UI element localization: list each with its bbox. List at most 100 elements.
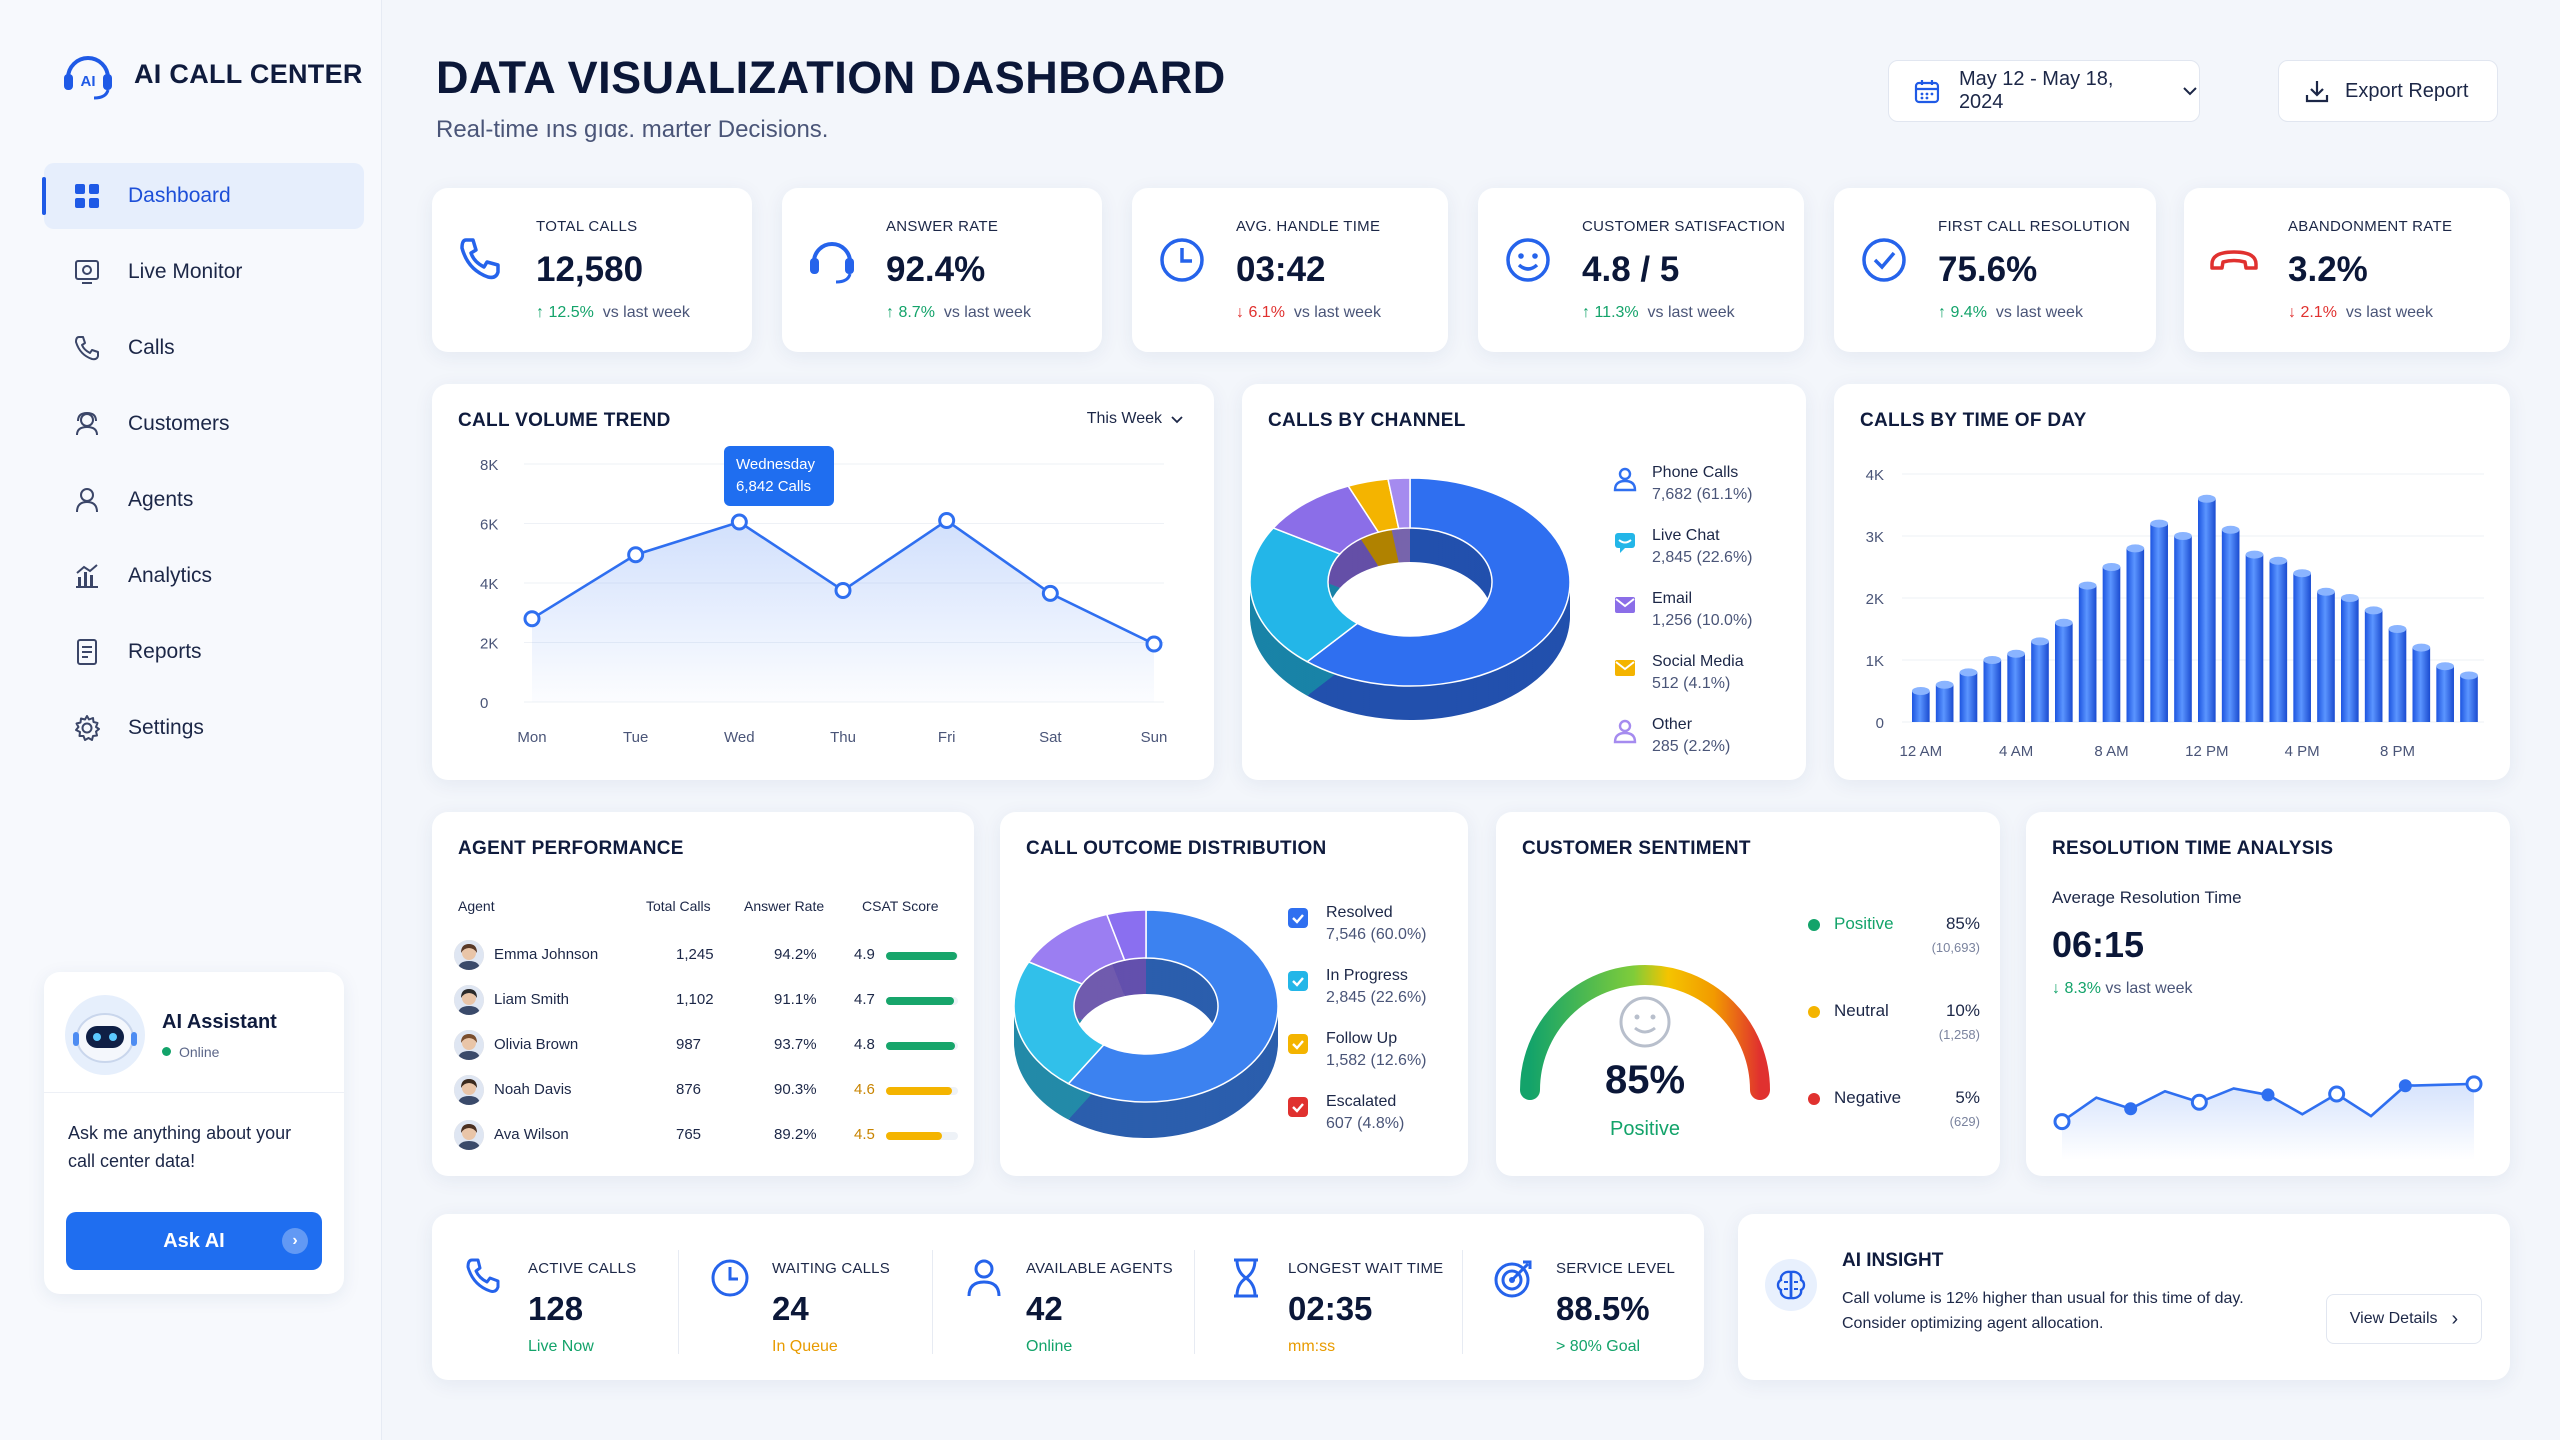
col-csat: CSAT Score — [862, 898, 939, 914]
week-filter-dropdown[interactable]: This Week — [1087, 410, 1184, 428]
sentiment-pct: 5% — [1955, 1088, 1980, 1107]
checkbox-icon — [1288, 1097, 1308, 1117]
table-row[interactable]: Ava Wilson 765 89.2% 4.5 — [454, 1116, 958, 1156]
legend-escalated[interactable]: Escalated 607 (4.8%) — [1286, 1091, 1404, 1135]
y-tick-label: 3K — [1866, 529, 1884, 546]
nav-label: Dashboard — [128, 184, 231, 207]
nav-item-customers[interactable]: Customers — [44, 391, 364, 457]
legend-name: Follow Up — [1326, 1030, 1398, 1047]
table-row[interactable]: Liam Smith 1,102 91.1% 4.7 — [454, 981, 958, 1021]
y-tick-label: 0 — [1876, 715, 1884, 732]
kpi-delta-suffix: vs last week — [1647, 304, 1735, 321]
avatar — [454, 940, 484, 970]
bar — [2364, 610, 2383, 722]
customers-icon — [76, 411, 98, 436]
assistant-message: Ask me anything about your call center d… — [68, 1123, 292, 1171]
nav-item-settings[interactable]: Settings — [44, 695, 364, 761]
legend-follow-up[interactable]: Follow Up 1,582 (12.6%) — [1286, 1028, 1427, 1072]
agent-calls: 987 — [676, 1036, 702, 1053]
date-range-picker[interactable]: May 12 - May 18, 2024 — [1888, 60, 2200, 122]
stat-sub: > 80% Goal — [1556, 1338, 1641, 1355]
kpi-delta-suffix: vs last week — [943, 304, 1031, 321]
kpi-value: 12,580 — [536, 250, 644, 289]
divider — [1194, 1250, 1195, 1354]
bar — [2460, 675, 2478, 722]
tooltip-day: Wednesday — [736, 456, 815, 473]
data-point — [2190, 1093, 2208, 1111]
legend-name: Live Chat — [1652, 527, 1720, 544]
legend-value: 1,582 (12.6%) — [1326, 1052, 1427, 1069]
stat-value: 42 — [1026, 1290, 1063, 1327]
call-volume-card: CALL VOLUME TREND This Week 0 2K 4K 6K 8K Mon… — [432, 384, 1214, 780]
resolution-time-card: RESOLUTION TIME ANALYSIS Average Resolut… — [2026, 812, 2510, 1176]
y-tick-label: 8K — [480, 457, 498, 474]
legend-resolved[interactable]: Resolved 7,546 (60.0%) — [1286, 902, 1427, 946]
x-tick-label: 8 AM — [2094, 743, 2128, 760]
kpi-delta: ↑ 8.7% vs last week — [886, 304, 1031, 322]
agent-performance-card: AGENT PERFORMANCE Agent Total Calls Answ… — [432, 812, 974, 1176]
assistant-name: AI Assistant — [162, 1010, 277, 1033]
sentiment-label: Positive — [1609, 1118, 1681, 1140]
bar-cap — [2078, 581, 2097, 590]
x-tick-label: Thu — [830, 729, 856, 746]
data-point — [2261, 1088, 2275, 1102]
bar — [2412, 647, 2431, 722]
bar-cap — [1983, 656, 2002, 664]
legend-value: 1,256 (10.0%) — [1652, 612, 1753, 629]
y-tick-label: 1K — [1866, 653, 1884, 670]
x-tick-label: 4 PM — [2285, 743, 2320, 760]
call-outcome-title: CALL OUTCOME DISTRIBUTION — [1026, 838, 1327, 859]
legend-name: Resolved — [1326, 904, 1393, 921]
avatar — [454, 1075, 484, 1105]
legend-live-chat[interactable]: Live Chat 2,845 (22.6%) — [1612, 525, 1753, 569]
table-row[interactable]: Olivia Brown 987 93.7% 4.8 — [454, 1026, 958, 1066]
stat-sub: In Queue — [772, 1338, 838, 1355]
arrow-up-icon: ↑ — [536, 304, 549, 321]
email-icon — [1615, 597, 1635, 613]
nav-item-reports[interactable]: Reports — [44, 619, 364, 685]
week-filter-label: This Week — [1086, 410, 1162, 427]
arrow-up-icon: ↑ — [886, 304, 899, 321]
nav-item-analytics[interactable]: Analytics — [44, 543, 364, 609]
person-icon — [1613, 467, 1637, 492]
export-report-button[interactable]: Export Report — [2278, 60, 2498, 122]
nav-item-live-monitor[interactable]: Live Monitor — [44, 239, 364, 305]
kpi-delta-suffix: vs last week — [602, 304, 690, 321]
nav-item-calls[interactable]: Calls — [44, 315, 364, 381]
legend-phone-calls[interactable]: Phone Calls 7,682 (61.1%) — [1612, 462, 1753, 506]
avatar — [454, 1120, 484, 1150]
kpi-value: 92.4% — [886, 250, 986, 289]
nav-item-dashboard[interactable]: Dashboard — [42, 163, 364, 229]
nav-item-agents[interactable]: Agents — [44, 467, 364, 533]
table-row[interactable]: Noah Davis 876 90.3% 4.6 — [454, 1071, 958, 1111]
sidebar: AI AI CALL CENTER Dashboard Live Monitor C… — [0, 0, 382, 1440]
sentiment-count: (10,693) — [1931, 940, 1980, 955]
chevron-right-icon: › — [282, 1228, 308, 1254]
ask-ai-button[interactable]: Ask AI › — [66, 1212, 322, 1270]
neutral-face-icon — [1619, 996, 1671, 1048]
calls-by-channel-donut — [1249, 477, 1571, 720]
legend-value: 285 (2.2%) — [1652, 738, 1731, 755]
target-icon — [1494, 1260, 1532, 1298]
sentiment-pct: 10% — [1945, 1001, 1980, 1020]
kpi-value: 3.2% — [2288, 250, 2368, 289]
clock-icon — [1160, 238, 1204, 282]
legend-in-progress[interactable]: In Progress 2,845 (22.6%) — [1286, 965, 1427, 1009]
view-details-button[interactable]: View Details › — [2326, 1294, 2482, 1344]
bar — [2388, 629, 2407, 722]
table-row[interactable]: Emma Johnson 1,245 94.2% 4.9 — [454, 936, 958, 976]
bar — [2007, 653, 2025, 722]
legend-email[interactable]: Email 1,256 (10.0%) — [1612, 588, 1753, 632]
bar — [2293, 573, 2311, 722]
agent-csat: 4.5 — [854, 1126, 875, 1143]
ask-ai-label: Ask AI — [163, 1229, 225, 1252]
kpi-delta-value: 8.7% — [898, 304, 935, 321]
bar-cap — [1935, 680, 1954, 689]
resolution-value: 06:15 — [2052, 924, 2145, 965]
legend-name: Other — [1652, 716, 1693, 733]
legend-social-media[interactable]: Social Media 512 (4.1%) — [1612, 651, 1744, 695]
legend-other[interactable]: Other 285 (2.2%) — [1612, 714, 1730, 758]
brand[interactable]: AI AI CALL CENTER — [58, 44, 363, 104]
agent-performance-title: AGENT PERFORMANCE — [458, 838, 684, 859]
clock-icon — [711, 1259, 749, 1297]
